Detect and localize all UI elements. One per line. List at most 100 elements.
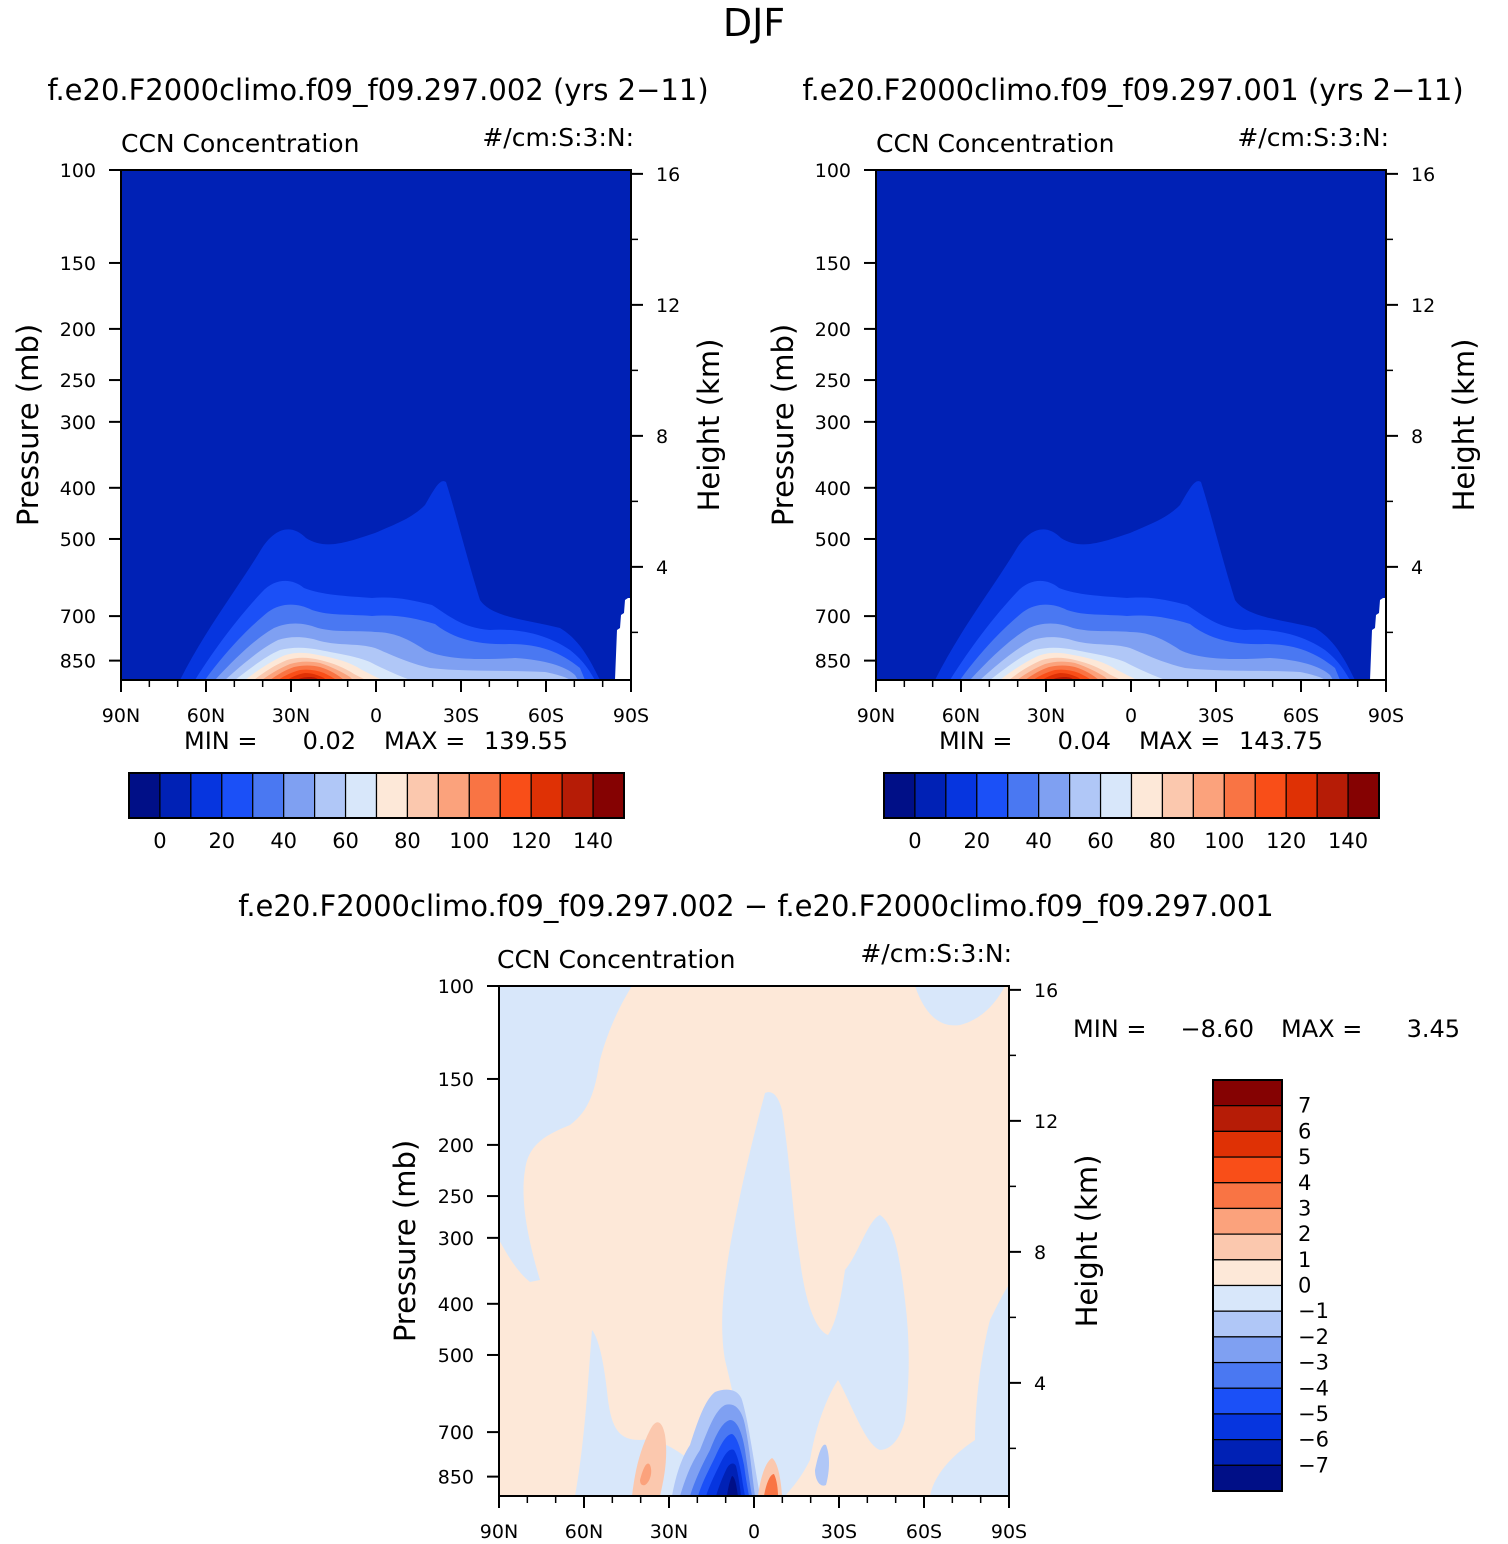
x-tick-label: 90N: [480, 1521, 518, 1543]
colorbar-label: 100: [1204, 829, 1244, 853]
contour-pos2-left: [640, 1463, 652, 1486]
y-tick-label: 500: [438, 1345, 474, 1367]
contour-neg-right: [930, 1285, 1009, 1496]
colorbar-swatch: [1212, 1336, 1283, 1364]
colorbar-swatch: [1069, 772, 1102, 819]
colorbar-label: 2: [1298, 1222, 1311, 1246]
x-tick-label: 90S: [1368, 705, 1404, 727]
max-value: 143.75: [1239, 727, 1323, 755]
x-tick-label: 30N: [1027, 705, 1065, 727]
axes-group: 90N 60N 30N 0 30S 60S 90S 100 150 200 250 300 400 500…: [815, 160, 1435, 727]
colorbar-swatch: [945, 772, 978, 819]
plot-area: [499, 986, 1009, 1496]
x-tick-label: 60S: [1283, 705, 1319, 727]
panel-title: f.e20.F2000climo.f09_f09.297.002 − f.e20…: [238, 889, 1274, 923]
colorbar: 0 20 40 60 80 100 120 140: [883, 772, 1380, 853]
x-tick-label: 90N: [102, 705, 140, 727]
y-tick-label: 200: [60, 319, 96, 341]
contour-neg-left: [499, 986, 632, 1282]
colorbar-swatch: [592, 772, 625, 819]
colorbar-label: 1: [1298, 1248, 1311, 1272]
colorbar-swatch: [1212, 1156, 1283, 1184]
colorbar-label: 0: [153, 829, 166, 853]
colorbar-swatch: [1212, 1233, 1283, 1261]
colorbar-swatch: [1285, 772, 1318, 819]
y-tick-label: 850: [60, 651, 96, 673]
colorbar-label: 100: [449, 829, 489, 853]
x-tick-label: 60N: [942, 705, 980, 727]
colorbar-label: 0: [1298, 1274, 1311, 1298]
y-right-tick-label: 12: [1411, 295, 1435, 317]
units-label: #/cm:S:3:N:: [860, 939, 1012, 968]
colorbar-swatch: [314, 772, 347, 819]
colorbar-label: 4: [1298, 1171, 1311, 1195]
y-right-tick-label: 4: [1034, 1373, 1046, 1395]
missing-data-region: [615, 598, 631, 680]
max-value: 139.55: [484, 727, 568, 755]
colorbar-swatch: [1007, 772, 1040, 819]
colorbar-swatch: [1212, 1259, 1283, 1287]
panel-top-left: f.e20.F2000climo.f09_f09.297.002 (yrs 2−…: [11, 73, 726, 853]
colorbar-swatch: [221, 772, 254, 819]
y-axis-right-title: Height (km): [1447, 339, 1481, 512]
y-axis-title: Pressure (mb): [766, 324, 800, 526]
x-tick-label: 0: [370, 705, 382, 727]
colorbar-swatch: [468, 772, 501, 819]
y-tick-label: 400: [815, 478, 851, 500]
y-tick-label: 400: [438, 1294, 474, 1316]
y-tick-label: 300: [815, 412, 851, 434]
colorbar-label: 80: [394, 829, 421, 853]
colorbar-frame: [1212, 1079, 1283, 1492]
colorbar-frame: [883, 772, 1380, 819]
colorbar-swatch: [1130, 772, 1164, 819]
y-tick-label: 200: [815, 319, 851, 341]
variable-label: CCN Concentration: [121, 129, 359, 158]
contour-pos1-left: [632, 1422, 667, 1496]
figure-title: DJF: [723, 1, 785, 45]
y-tick-label: 700: [815, 606, 851, 628]
y-tick-label: 100: [438, 976, 474, 998]
colorbar-label: −5: [1298, 1402, 1329, 1426]
colorbar-swatch: [1223, 772, 1256, 819]
colorbar-label: −6: [1298, 1428, 1329, 1452]
y-tick-label: 300: [60, 412, 96, 434]
y-tick-label: 700: [60, 606, 96, 628]
colorbar-label: 20: [963, 829, 990, 853]
y-tick-label: 150: [438, 1069, 474, 1091]
colorbar-label: 140: [573, 829, 613, 853]
max-value: 3.45: [1407, 1015, 1460, 1043]
x-tick-label: 90N: [857, 705, 895, 727]
y-tick-label: 100: [60, 160, 96, 182]
colorbar-label: 0: [908, 829, 921, 853]
colorbar-swatch: [1347, 772, 1380, 819]
panel-title: f.e20.F2000climo.f09_f09.297.001 (yrs 2−…: [802, 73, 1463, 107]
colorbar: 0 20 40 60 80 100 120 140: [128, 772, 625, 853]
y-tick-label: 250: [438, 1186, 474, 1208]
colorbar-label: 40: [270, 829, 297, 853]
min-value: −8.60: [1180, 1015, 1254, 1043]
x-tick-label: 30S: [443, 705, 479, 727]
colorbar-swatch: [159, 772, 192, 819]
colorbar-label: 6: [1298, 1119, 1311, 1143]
y-tick-label: 100: [815, 160, 851, 182]
colorbar-label: 20: [208, 829, 235, 853]
min-value: 0.04: [1058, 727, 1111, 755]
x-tick-label: 60S: [906, 1521, 942, 1543]
x-tick-label: 90S: [991, 1521, 1027, 1543]
y-tick-label: 700: [438, 1422, 474, 1444]
colorbar-swatch: [883, 772, 916, 819]
colorbar-label: 40: [1025, 829, 1052, 853]
colorbar-swatch: [1254, 772, 1287, 819]
max-label: MAX =: [384, 727, 465, 755]
colorbar-swatch: [1212, 1387, 1283, 1415]
y-tick-label: 500: [60, 529, 96, 551]
x-tick-label: 30S: [1198, 705, 1234, 727]
colorbar-swatch: [344, 772, 378, 819]
units-label: #/cm:S:3:N:: [1237, 123, 1389, 152]
colorbar-label: 60: [332, 829, 359, 853]
colorbar-swatch: [1212, 1413, 1283, 1441]
colorbar-swatch: [1038, 772, 1071, 819]
y-tick-label: 150: [815, 253, 851, 275]
units-label: #/cm:S:3:N:: [482, 123, 634, 152]
min-label: MIN =: [1073, 1015, 1146, 1043]
